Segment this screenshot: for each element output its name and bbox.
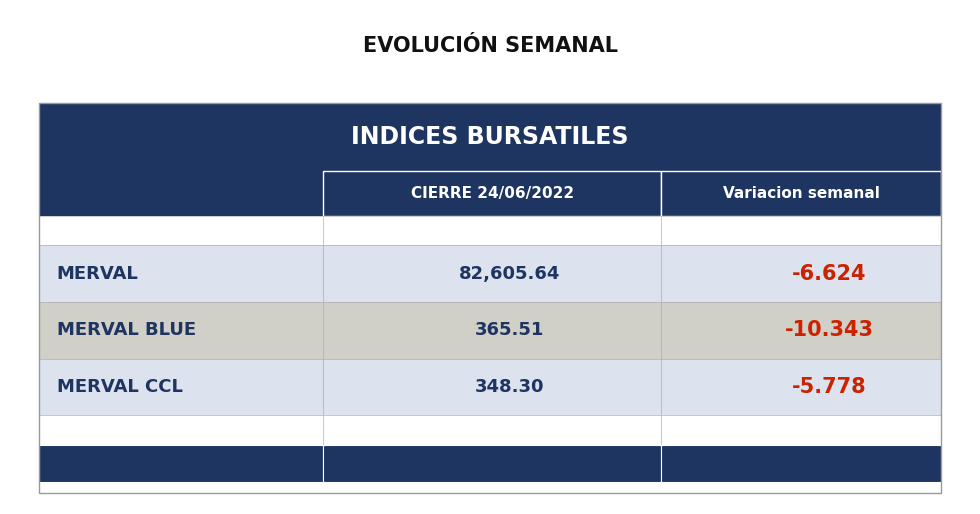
Bar xyxy=(662,245,941,302)
Bar xyxy=(39,171,323,216)
Text: -5.778: -5.778 xyxy=(792,377,866,397)
Text: 365.51: 365.51 xyxy=(474,321,544,339)
Text: INDICES BURSATILES: INDICES BURSATILES xyxy=(351,125,629,149)
Bar xyxy=(662,171,941,216)
Bar xyxy=(323,415,662,445)
Bar xyxy=(39,359,323,415)
Bar xyxy=(662,359,941,415)
Text: MERVAL CCL: MERVAL CCL xyxy=(57,378,182,396)
Bar xyxy=(323,302,662,359)
Bar xyxy=(39,245,323,302)
Bar xyxy=(323,245,662,302)
Text: Variacion semanal: Variacion semanal xyxy=(722,186,879,201)
Text: 348.30: 348.30 xyxy=(474,378,544,396)
Bar xyxy=(662,445,941,482)
Bar xyxy=(662,216,941,245)
Bar xyxy=(39,216,323,245)
Bar xyxy=(323,216,662,245)
Text: -6.624: -6.624 xyxy=(792,264,866,284)
Text: EVOLUCIÓN SEMANAL: EVOLUCIÓN SEMANAL xyxy=(363,36,617,56)
Text: 82,605.64: 82,605.64 xyxy=(459,265,560,283)
Bar xyxy=(662,302,941,359)
Bar xyxy=(323,445,662,482)
Bar xyxy=(323,359,662,415)
Bar xyxy=(662,415,941,445)
Bar xyxy=(39,445,323,482)
Text: CIERRE 24/06/2022: CIERRE 24/06/2022 xyxy=(411,186,574,201)
Bar xyxy=(323,171,662,216)
Bar xyxy=(39,415,323,445)
Bar xyxy=(39,103,941,171)
Text: MERVAL: MERVAL xyxy=(57,265,138,283)
Text: -10.343: -10.343 xyxy=(785,320,873,340)
Bar xyxy=(39,103,941,493)
Text: MERVAL BLUE: MERVAL BLUE xyxy=(57,321,196,339)
Bar xyxy=(39,302,323,359)
